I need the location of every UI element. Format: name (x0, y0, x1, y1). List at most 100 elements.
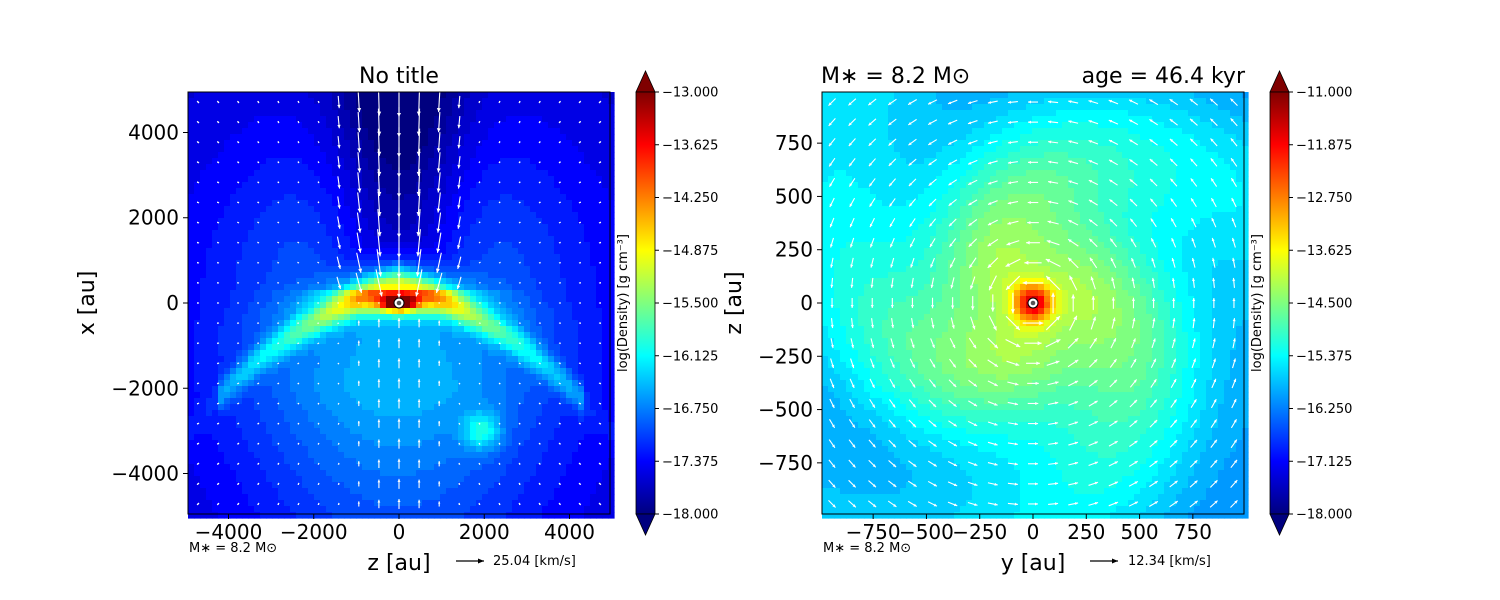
velocity-arrow (538, 422, 541, 425)
velocity-arrow (196, 462, 200, 465)
velocity-arrow (1130, 238, 1137, 248)
velocity-arrow (216, 201, 220, 204)
velocity-arrow (237, 342, 240, 345)
velocity-arrow (1048, 100, 1059, 104)
velocity-arrow (196, 120, 200, 124)
velocity-arrow (337, 382, 340, 385)
x-tick-label: 500 (1120, 520, 1158, 544)
velocity-arrow (987, 380, 998, 387)
colorbar-left-label: log(Density) [g cm⁻³] (616, 234, 631, 372)
velocity-arrow (458, 462, 461, 465)
colorbar-tick-label: −18.000 (662, 508, 718, 523)
velocity-arrow (538, 281, 541, 284)
velocity-arrow (598, 302, 601, 304)
velocity-arrow (277, 342, 280, 345)
colorbar-right-extend-bottom (1269, 513, 1290, 536)
velocity-arrow (337, 302, 340, 304)
velocity-arrow (397, 498, 401, 509)
colorbar-left: −13.000 −13.625 −14.250 −14.875 −15.500 −16.1… (616, 70, 718, 536)
velocity-arrow (1231, 197, 1237, 208)
velocity-arrow (257, 382, 260, 385)
velocity-arrow (928, 379, 937, 388)
velocity-arrow (987, 359, 999, 368)
velocity-arrow (1088, 100, 1099, 105)
velocity-arrow (277, 241, 280, 244)
colorbar-tick-label: −16.125 (662, 349, 718, 364)
velocity-arrow (478, 362, 481, 365)
velocity-arrow (337, 462, 340, 465)
velocity-arrow (1069, 315, 1078, 331)
velocity-arrow (317, 422, 320, 425)
velocity-arrow (949, 257, 956, 268)
velocity-arrow (950, 277, 955, 289)
velocity-arrow (987, 462, 998, 466)
velocity-arrow (598, 442, 602, 445)
velocity-arrow (891, 318, 895, 329)
velocity-arrow (415, 249, 422, 277)
velocity-arrow (1131, 297, 1136, 309)
velocity-arrow (1048, 140, 1059, 144)
velocity-arrow (947, 501, 958, 507)
velocity-arrow (518, 362, 521, 365)
velocity-arrow (1088, 120, 1099, 125)
velocity-arrow (257, 241, 260, 244)
panel-left-x-ticks: −4000 −2000 0 2000 4000 (195, 514, 595, 544)
velocity-arrow (830, 237, 835, 248)
velocity-arrow (1129, 158, 1138, 166)
velocity-arrow (237, 181, 240, 184)
velocity-arrow (948, 198, 957, 207)
velocity-arrow (498, 342, 501, 345)
velocity-arrow (538, 141, 541, 144)
velocity-arrow (1027, 140, 1039, 144)
velocity-arrow (1232, 318, 1236, 329)
velocity-arrow (948, 440, 958, 447)
velocity-arrow (990, 294, 995, 312)
velocity-arrow (317, 362, 320, 365)
velocity-arrow (1007, 502, 1018, 506)
velocity-arrow (397, 418, 401, 429)
velocity-arrow (1172, 318, 1176, 329)
velocity-arrow (1068, 502, 1079, 506)
velocity-arrow (357, 360, 360, 366)
colorbar-tick-label: −16.750 (662, 402, 718, 417)
velocity-arrow (887, 500, 897, 508)
velocity-arrow (907, 118, 917, 126)
velocity-arrow (890, 338, 895, 349)
velocity-arrow (1232, 277, 1236, 288)
velocity-arrow (907, 480, 917, 488)
velocity-arrow (478, 281, 481, 284)
velocity-arrow (830, 338, 834, 349)
velocity-arrow (987, 502, 998, 506)
velocity-arrow (237, 161, 240, 164)
velocity-arrow (908, 439, 917, 448)
velocity-arrow (538, 362, 541, 365)
velocity-arrow (868, 459, 877, 468)
velocity-arrow (598, 382, 602, 385)
velocity-arrow (1170, 399, 1178, 408)
velocity-arrow (970, 276, 976, 290)
velocity-arrow (498, 362, 501, 365)
velocity-arrow (947, 139, 958, 145)
velocity-arrow (457, 136, 461, 149)
velocity-arrow (848, 459, 856, 468)
velocity-arrow (378, 302, 380, 304)
velocity-arrow (1108, 440, 1118, 447)
velocity-arrow (828, 459, 836, 469)
velocity-arrow (578, 422, 582, 425)
velocity-arrow (908, 138, 917, 146)
velocity-arrow (558, 120, 561, 124)
velocity-arrow (438, 441, 441, 447)
panel-right-star-marker (1027, 297, 1039, 309)
velocity-arrow (1191, 358, 1197, 369)
velocity-arrow (277, 161, 280, 164)
velocity-arrow (1088, 159, 1099, 165)
velocity-arrow (1172, 297, 1176, 309)
velocity-arrow (1149, 198, 1158, 207)
velocity-arrow (1192, 318, 1196, 329)
velocity-arrow (277, 462, 280, 465)
velocity-arrow (1088, 179, 1099, 186)
velocity-arrow (1026, 361, 1040, 366)
velocity-arrow (297, 482, 300, 486)
velocity-arrow (217, 322, 220, 325)
colorbar-tick-label: −14.250 (662, 191, 718, 206)
